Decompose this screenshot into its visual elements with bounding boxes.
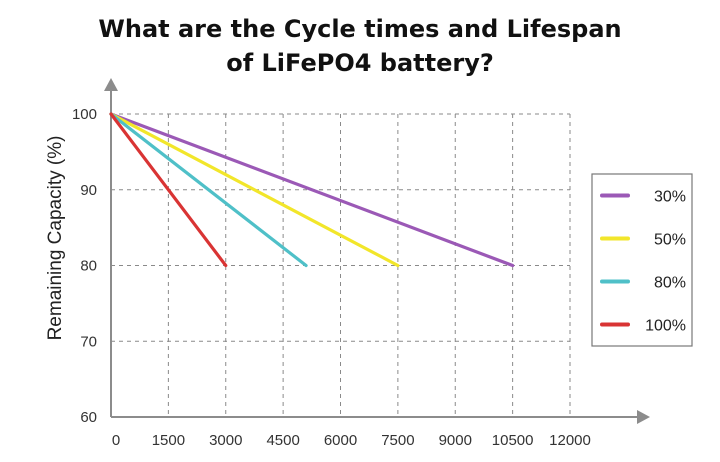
x-tick-label-1500: 1500: [152, 432, 185, 449]
legend-label-2: 80%: [654, 275, 686, 292]
series-line-2: [109, 112, 308, 268]
x-tick-label-4500: 4500: [266, 432, 299, 449]
legend-label-1: 50%: [654, 232, 686, 249]
legend-label-3: 100%: [645, 318, 686, 335]
y-tick-label-60: 60: [80, 409, 97, 426]
axes: [104, 78, 650, 424]
y-tick-label-100: 100: [72, 106, 97, 123]
x-axis-arrow-icon: [637, 410, 650, 424]
y-tick-label-70: 70: [80, 333, 97, 350]
x-tick-label-0: 0: [112, 432, 120, 449]
x-tick-label-10500: 10500: [492, 432, 534, 449]
x-tick-label-6000: 6000: [324, 432, 357, 449]
x-tick-label-7500: 7500: [381, 432, 414, 449]
y-axis-title: Remaining Capacity (%): [45, 136, 66, 341]
grid-lines: [111, 113, 571, 417]
series-line-3: [109, 112, 228, 268]
x-tick-label-3000: 3000: [209, 432, 242, 449]
legend-box: [591, 173, 693, 347]
y-tick-label-90: 90: [80, 182, 97, 199]
series-lines: [109, 112, 515, 268]
x-tick-label-9000: 9000: [439, 432, 472, 449]
chart-title: What are the Cycle times and Lifespan of…: [98, 15, 622, 77]
x-tick-label-12000: 12000: [549, 432, 591, 449]
series-line-0: [109, 112, 515, 268]
legend-label-0: 30%: [654, 189, 686, 206]
y-axis-arrow-icon: [104, 78, 118, 91]
series-line-1: [109, 112, 400, 268]
legend: 30% 50% 80% 100%: [591, 173, 693, 347]
y-tick-label-80: 80: [80, 258, 97, 275]
tick-labels: 0 1500 3000 4500 6000 7500 9000 10500 12000 60 70 8…: [72, 106, 591, 449]
